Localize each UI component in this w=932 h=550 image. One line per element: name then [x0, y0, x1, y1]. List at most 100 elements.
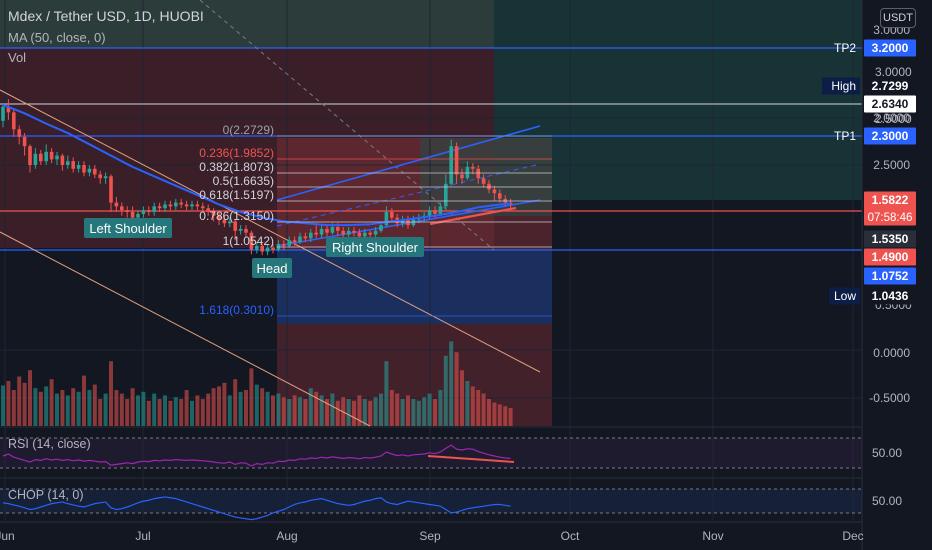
candle-body: [363, 232, 367, 237]
price-name: TP2: [834, 41, 856, 55]
candle-body: [352, 230, 356, 233]
right-shoulder-label: Right Shoulder: [332, 240, 419, 255]
volume-bar: [22, 382, 27, 426]
candle-body: [433, 210, 437, 214]
volume-bar: [362, 399, 367, 426]
volume-bar: [497, 404, 502, 426]
candle-body: [211, 212, 216, 216]
price-label: 2.6340: [872, 97, 909, 111]
volume-bar: [44, 386, 49, 426]
volume-bar: [292, 395, 297, 426]
volume-bar: [76, 391, 81, 426]
volume-bar: [157, 399, 162, 426]
candle-body: [179, 202, 183, 205]
candle-body: [319, 228, 324, 235]
time-tick: Jul: [135, 529, 150, 543]
price-tick: 2.5000: [873, 158, 910, 172]
price-label: 1.0436: [872, 289, 909, 303]
time-tick: Sep: [419, 529, 441, 543]
candle-body: [357, 232, 362, 237]
candle-body: [373, 230, 378, 235]
candle-body: [271, 247, 275, 250]
trendline-lower: [0, 231, 371, 427]
volume-bar: [238, 391, 243, 426]
volume-bar: [298, 397, 302, 426]
candle-body: [379, 225, 383, 231]
volume-bar: [422, 397, 427, 426]
volume-bar: [287, 399, 292, 426]
price-label-bg: [864, 267, 916, 285]
price-tick: 2.5000: [875, 112, 912, 126]
candle-body: [427, 210, 432, 216]
candle-body: [174, 202, 178, 207]
left-shoulder-label-bg: [84, 218, 172, 238]
price-label-bg: [864, 127, 916, 145]
price-label-bg: [864, 248, 916, 266]
support-diagonal: [429, 206, 517, 226]
candle-body: [6, 106, 11, 113]
candle-body: [103, 176, 108, 179]
volume-bar: [281, 397, 286, 426]
candle-body: [330, 227, 335, 233]
candle-body: [1, 106, 5, 121]
volume-bar: [346, 399, 351, 426]
price-label: 3.2000: [872, 41, 909, 55]
chop-legend[interactable]: CHOP (14, 0): [8, 488, 84, 502]
volume-bar: [233, 379, 238, 426]
volume-bar: [217, 386, 221, 426]
price-name-bg: [822, 77, 860, 95]
candle-body: [39, 153, 43, 162]
price-name: Low: [834, 289, 856, 303]
time-tick: Jun: [0, 529, 15, 543]
ma-line: [2, 103, 511, 227]
volume-bar: [55, 393, 59, 426]
price-label: 1.5822: [872, 193, 909, 207]
volume-bar: [146, 400, 151, 426]
volume-bar: [357, 395, 362, 426]
rsi-legend[interactable]: RSI (14, close): [8, 437, 91, 451]
volume-bar: [395, 393, 400, 426]
volume-bar: [487, 399, 491, 426]
candle-body: [163, 204, 167, 209]
candle-body: [287, 240, 291, 246]
chop-line: [2, 496, 511, 521]
candle-body: [33, 153, 38, 165]
candle-body: [238, 228, 243, 231]
candle-body: [384, 212, 389, 226]
candle-body: [471, 166, 475, 169]
candle-body: [292, 240, 297, 243]
volume-bar: [314, 391, 319, 426]
price-label-bg: [864, 95, 916, 113]
price-label: 1.0752: [872, 269, 909, 283]
volume-bar: [411, 399, 416, 426]
chop-axis-tick: 50.00: [872, 494, 902, 508]
candle-body: [400, 219, 405, 224]
candle-body: [136, 213, 140, 218]
volume-bar: [249, 368, 254, 426]
volume-legend[interactable]: Vol: [8, 50, 27, 65]
volume-bar: [211, 388, 216, 426]
candle-body: [44, 151, 48, 162]
candle-body: [12, 112, 16, 130]
fib-retracement: 0(2.2729) 0.236(1.9852)0.382(1.8073)0.5(1…: [199, 123, 552, 317]
candle-body: [98, 174, 102, 179]
candle-body: [303, 236, 308, 239]
volume-bar: [152, 393, 157, 426]
volume-bar: [384, 361, 389, 426]
volume-bar: [190, 400, 194, 426]
volume-bar: [179, 399, 184, 426]
volume-bar: [65, 395, 70, 426]
volume-bar: [125, 399, 130, 426]
candle-body: [120, 206, 124, 211]
volume-bar: [60, 390, 65, 426]
currency-button[interactable]: USDT: [880, 8, 916, 28]
volume-bar: [244, 390, 248, 426]
volume-bar: [109, 361, 113, 426]
volume-bar: [400, 399, 405, 426]
ma-legend[interactable]: MA (50, close, 0): [8, 30, 106, 45]
rsi-axis-tick: 50.00: [872, 446, 902, 460]
fib-label: 1(1.0542): [223, 234, 274, 248]
fib-label: 1.618(0.3010): [199, 303, 274, 317]
volume-bar: [33, 388, 38, 426]
